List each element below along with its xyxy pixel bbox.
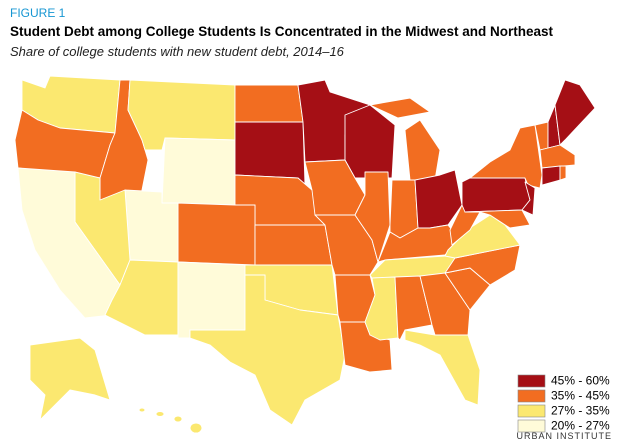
state [461,177,531,213]
legend-label: 35% - 45% [551,389,610,403]
legend-swatch [517,404,546,418]
states [14,75,596,434]
state [29,337,111,421]
state [17,167,121,319]
legend-swatch [517,389,546,403]
title: Student Debt among College Students Is C… [10,24,554,39]
state [449,204,481,246]
state [189,274,346,426]
state [554,79,596,146]
state [469,124,543,189]
state [234,84,304,123]
state [539,144,576,169]
state [177,202,256,266]
legend-swatch [517,419,546,433]
legend-label: 20% - 27% [551,419,610,433]
state [177,261,246,339]
state [155,411,165,417]
state [404,119,441,181]
state [521,181,536,216]
state [404,329,481,406]
subtitle: Share of college students with new stude… [10,44,344,59]
state [464,209,531,229]
state [344,104,396,179]
state [369,97,431,119]
legend-label: 45% - 60% [551,374,610,388]
legend: 45% - 60%35% - 45%27% - 35%20% - 27% [517,374,610,433]
state [138,407,146,413]
state [189,422,203,434]
legend-swatch [517,374,546,388]
state [559,165,567,181]
state [444,214,521,259]
state [161,137,236,206]
state [173,415,183,423]
state [541,165,561,186]
figure-label: FIGURE 1 [10,6,66,20]
state [389,179,419,239]
state [354,171,391,263]
legend-label: 27% - 35% [551,404,610,418]
source: URBAN INSTITUTE [516,431,612,441]
state [254,224,333,266]
